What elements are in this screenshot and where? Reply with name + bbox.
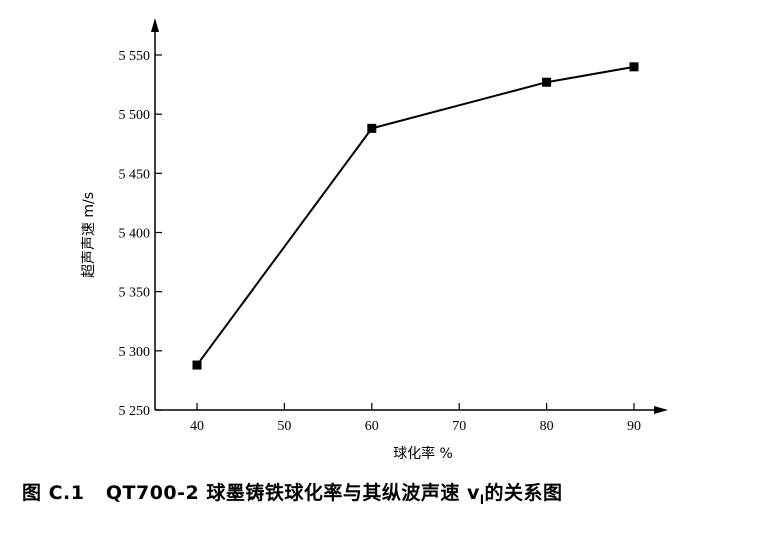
x-tick-label: 40 xyxy=(190,419,204,434)
y-tick-label: 5 300 xyxy=(119,345,151,360)
caption-suffix: 的关系图 xyxy=(484,482,563,504)
x-tick-label: 70 xyxy=(452,419,466,434)
y-tick-label: 5 250 xyxy=(119,404,151,419)
y-tick-label: 5 350 xyxy=(119,286,151,301)
data-points xyxy=(192,62,639,370)
x-axis-title: 球化率 % xyxy=(393,445,453,462)
caption-subscript: l xyxy=(479,492,485,507)
y-tick-label: 5 450 xyxy=(119,167,151,182)
figure-caption: 图 C.1 QT700-2 球墨铸铁球化率与其纵波声速 vl的关系图 xyxy=(22,478,563,507)
y-axis-title: 超声声速 m/s xyxy=(81,192,97,278)
x-axis-arrow xyxy=(654,406,668,414)
x-tick-label: 90 xyxy=(627,419,641,434)
x-tick-label: 50 xyxy=(277,419,291,434)
x-tick-label: 80 xyxy=(540,419,554,434)
figure-number: 图 C.1 xyxy=(22,482,85,504)
data-point xyxy=(629,62,639,72)
data-point xyxy=(192,360,202,370)
line-chart: 5 250 5 300 5 350 5 400 5 450 5 500 5 550 40 50… xyxy=(81,18,668,462)
y-axis-ticks: 5 250 5 300 5 350 5 400 5 450 5 500 5 550 xyxy=(119,49,162,419)
x-axis-ticks: 40 50 60 70 80 90 xyxy=(190,403,641,434)
y-tick-label: 5 500 xyxy=(119,108,151,123)
data-point xyxy=(542,77,552,87)
y-axis-arrow xyxy=(151,18,159,32)
data-point xyxy=(367,123,377,133)
y-tick-label: 5 550 xyxy=(119,49,151,64)
y-tick-label: 5 400 xyxy=(119,227,151,242)
x-tick-label: 60 xyxy=(365,419,379,434)
series-line xyxy=(196,65,635,366)
caption-text: QT700-2 球墨铸铁球化率与其纵波声速 v xyxy=(105,482,480,504)
axes xyxy=(151,18,668,414)
